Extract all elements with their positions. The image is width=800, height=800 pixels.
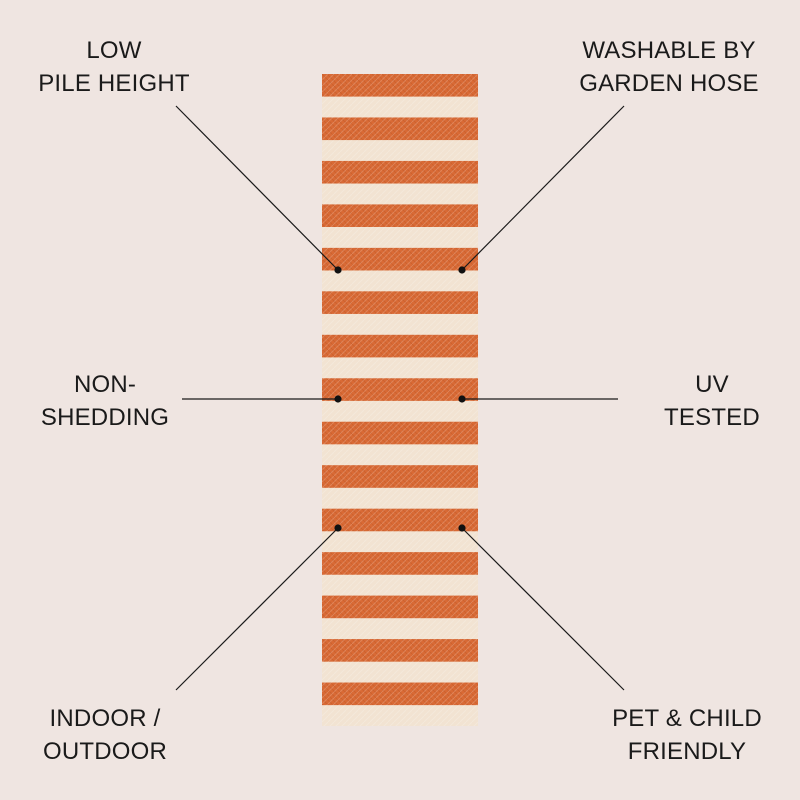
feature-indoor-outdoor-line2: OUTDOOR: [42, 738, 168, 765]
feature-label-uv: UV TESTED: [660, 368, 764, 434]
leader-line-pet-child: [461, 527, 625, 691]
feature-washable-line2: GARDEN HOSE: [579, 70, 759, 97]
leader-line-low-pile: [175, 105, 339, 271]
feature-non-shedding-line1: NON-: [73, 371, 137, 398]
feature-non-shedding-line2: SHEDDING: [40, 404, 170, 431]
callout-dot: [458, 266, 466, 274]
feature-indoor-outdoor-line1: INDOOR /: [49, 705, 161, 732]
feature-pet-child-line2: FRIENDLY: [627, 738, 747, 765]
feature-label-low-pile: LOW PILE HEIGHT: [38, 34, 190, 100]
striped-runner-rug-image: [322, 74, 478, 726]
feature-label-indoor-outdoor: INDOOR / OUTDOOR: [38, 702, 172, 768]
feature-label-pet-child: PET & CHILD FRIENDLY: [610, 702, 764, 768]
callout-dot: [334, 524, 342, 532]
feature-uv-line1: UV: [695, 371, 729, 398]
feature-washable-line1: WASHABLE BY: [582, 37, 756, 64]
feature-label-washable: WASHABLE BY GARDEN HOSE: [576, 34, 762, 100]
callout-dot: [458, 524, 466, 532]
feature-pet-child-line1: PET & CHILD: [612, 705, 762, 732]
callout-dot: [334, 395, 342, 403]
feature-low-pile-line2: PILE HEIGHT: [38, 70, 190, 97]
feature-label-non-shedding: NON- SHEDDING: [38, 368, 172, 434]
feature-uv-line2: TESTED: [664, 404, 760, 431]
feature-low-pile-line1: LOW: [86, 37, 142, 64]
callout-dot: [334, 266, 342, 274]
leader-line-washable: [461, 105, 625, 271]
leader-line-indoor-outdoor: [175, 527, 339, 691]
rug-texture: [322, 74, 478, 726]
rug-stripes: [322, 74, 478, 726]
callout-dot: [458, 395, 466, 403]
